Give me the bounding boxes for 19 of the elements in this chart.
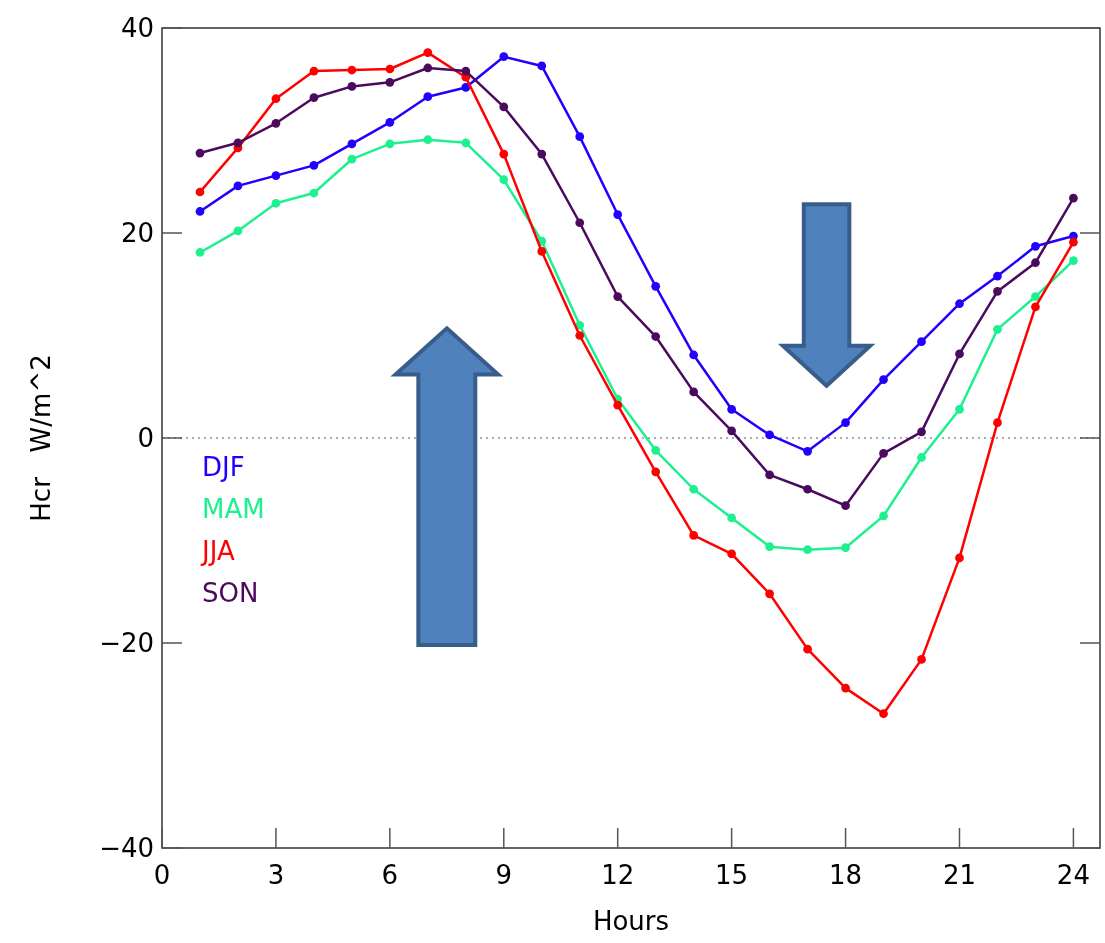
x-tick-label: 21 [942,860,977,890]
x-tick-label: 9 [495,860,513,890]
text: MAM [202,494,265,524]
y-tick-label: −20 [99,628,154,659]
text: DJF [202,452,245,482]
y-axis-title: Hcr W/m^2 [26,354,56,522]
y-tick-label: 0 [137,423,154,454]
text: SON [202,578,259,608]
x-axis-title: Hours [592,906,670,936]
x-tick-label: 12 [601,860,635,890]
y-tick-label: −40 [99,833,154,864]
x-tick-label: 6 [381,860,399,890]
x-tick-label: 18 [829,860,863,890]
x-tick-label: 24 [1056,860,1090,890]
y-tick-label: 40 [120,13,154,44]
x-tick-label: 15 [715,860,749,890]
y-tick-label: 20 [120,218,154,249]
x-tick-label: 3 [267,860,285,890]
text: JJA [200,536,235,566]
